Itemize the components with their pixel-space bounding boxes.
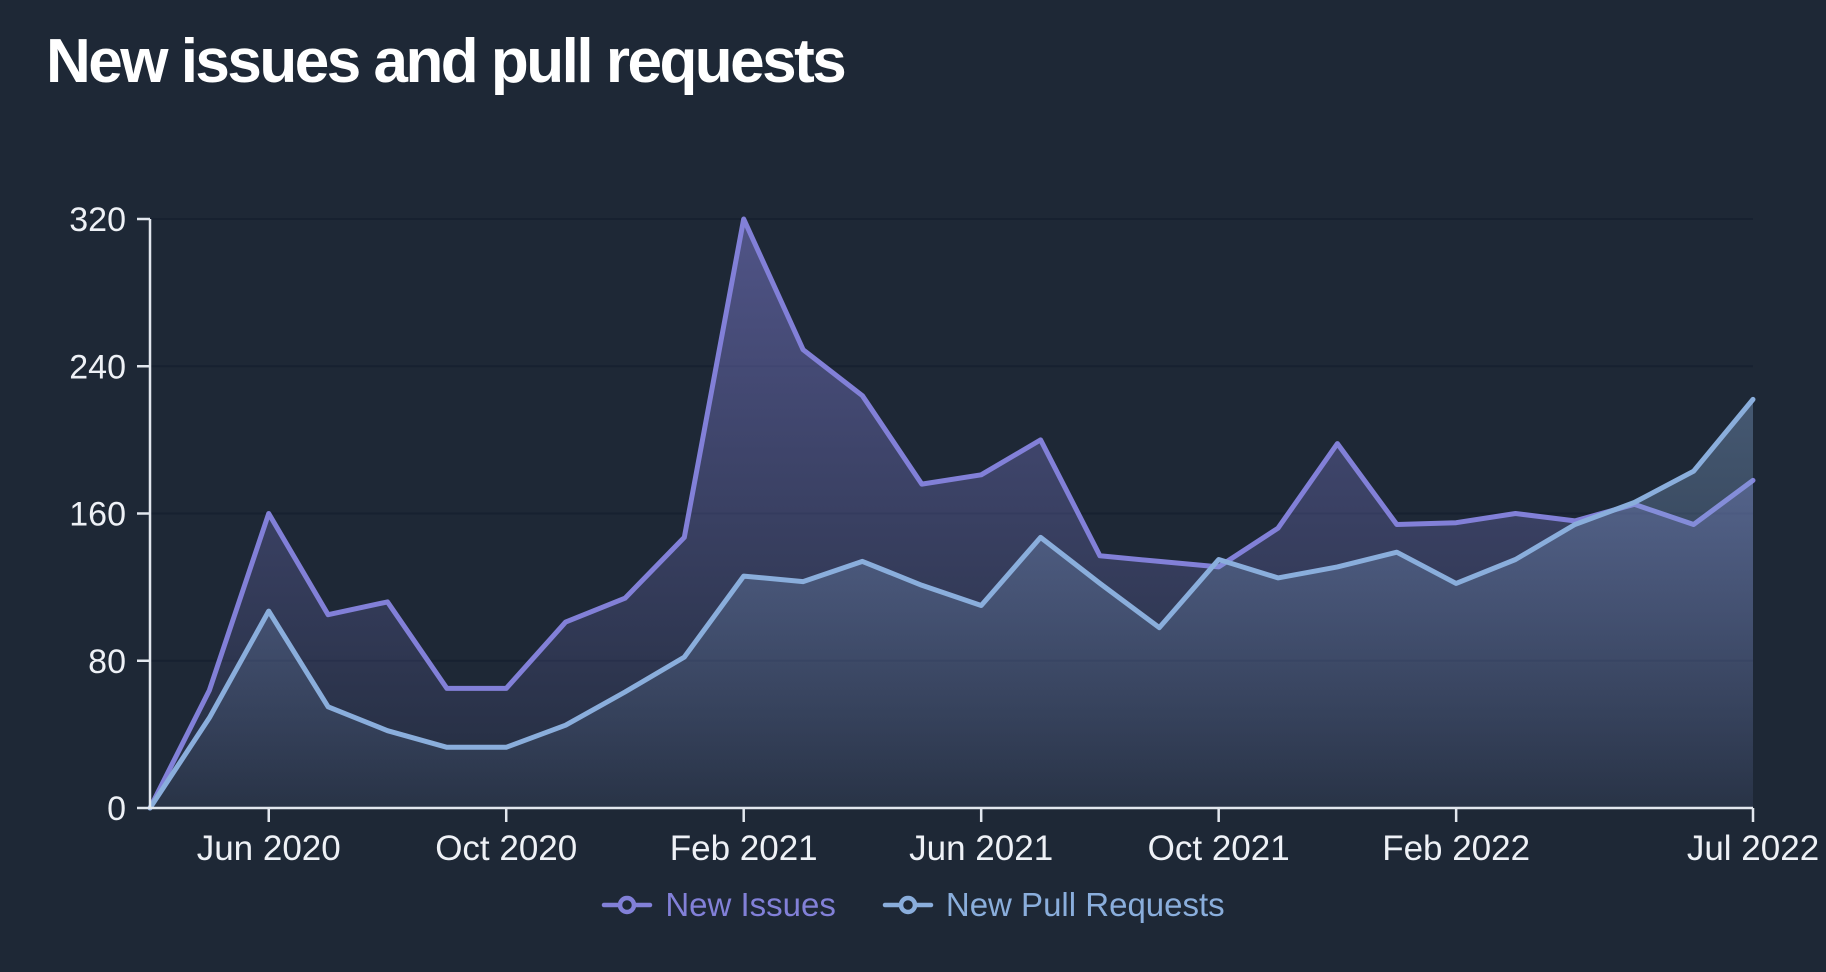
y-axis-tick-label: 80 [88,643,126,681]
y-axis-tick-label: 0 [107,790,126,828]
y-axis-tick-label: 160 [69,496,126,534]
y-axis-tick-label: 240 [69,348,126,386]
x-axis-tick-label: Oct 2020 [435,829,577,868]
line-circle-marker [882,895,934,915]
x-axis-tick-label: Jun 2020 [197,829,341,868]
legend-item-new-pull-requests[interactable]: New Pull Requests [882,886,1225,924]
x-axis-tick-label: Feb 2022 [1382,829,1530,868]
series-line-new-pull-requests [147,396,1756,811]
y-axis-tick-label: 320 [69,201,126,239]
line-circle-marker [602,895,653,915]
series-line-new-issues [147,216,1756,811]
legend-label: New Pull Requests [945,886,1225,923]
x-axis-tick-label: Jun 2021 [909,829,1053,868]
x-axis-tick-label: Oct 2021 [1148,829,1290,868]
x-axis-tick-label: Feb 2021 [670,829,818,868]
legend-label: New Issues [665,886,836,923]
series-area-new-pull-requests [150,399,1753,808]
legend-item-new-issues[interactable]: New Issues [601,886,836,924]
chart-legend: New Issues New Pull Requests [0,886,1826,924]
chart-title: New issues and pull requests [46,27,847,96]
x-axis-tick-label: Jul 2022 [1687,829,1819,868]
